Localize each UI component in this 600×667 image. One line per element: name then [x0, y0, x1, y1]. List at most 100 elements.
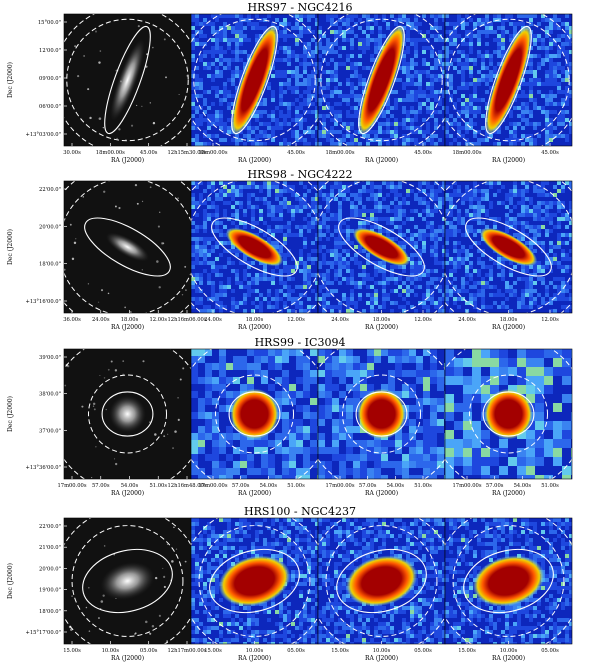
noise-pixel: [322, 181, 326, 185]
noise-pixel: [481, 122, 485, 126]
noise-pixel: [239, 265, 243, 269]
noise-pixel: [326, 86, 330, 90]
noise-pixel: [295, 126, 299, 130]
noise-pixel: [207, 301, 211, 305]
noise-pixel: [402, 229, 406, 233]
noise-pixel: [239, 54, 243, 58]
noise-pixel: [299, 265, 303, 269]
noise-pixel: [434, 229, 438, 233]
noise-pixel: [485, 38, 489, 42]
noise-pixel: [366, 213, 370, 217]
noise-pixel: [565, 46, 569, 50]
noise-pixel: [350, 74, 354, 78]
noise-pixel: [398, 189, 402, 193]
noise-pixel: [227, 118, 231, 122]
noise-pixel: [251, 22, 255, 26]
noise-pixel: [291, 74, 295, 78]
noise-pixel: [434, 189, 438, 193]
noise-pixel: [279, 142, 283, 146]
noise-pixel: [453, 22, 457, 26]
noise-pixel: [251, 301, 255, 305]
noise-pixel: [465, 106, 469, 110]
noise-pixel: [227, 257, 231, 261]
noise-pixel: [374, 217, 378, 221]
noise-pixel: [521, 130, 525, 134]
noise-pixel: [402, 98, 406, 102]
noise-pixel: [561, 34, 565, 38]
noise-pixel: [275, 138, 279, 142]
noise-pixel: [199, 86, 203, 90]
noise-pixel: [469, 90, 473, 94]
noise-pixel: [223, 98, 227, 102]
noise-pixel: [279, 102, 283, 106]
noise-pixel: [291, 22, 295, 26]
noise-pixel: [271, 225, 275, 229]
noise-pixel: [239, 201, 243, 205]
noise-pixel: [287, 78, 291, 82]
noise-pixel: [207, 285, 211, 289]
noise-pixel: [418, 86, 422, 90]
noise-pixel: [469, 114, 473, 118]
noise-pixel: [561, 62, 565, 66]
noise-pixel: [418, 193, 422, 197]
noise-pixel: [465, 126, 469, 130]
noise-pixel: [354, 209, 358, 213]
noise-pixel: [295, 305, 299, 309]
noise-pixel: [279, 229, 283, 233]
noise-pixel: [334, 249, 338, 253]
noise-pixel: [398, 213, 402, 217]
noise-pixel: [418, 229, 422, 233]
noise-pixel: [247, 273, 251, 277]
noise-pixel: [414, 241, 418, 245]
noise-pixel: [219, 261, 223, 265]
noise-pixel: [509, 126, 513, 130]
noise-pixel: [513, 30, 517, 34]
noise-pixel: [386, 197, 390, 201]
noise-pixel: [267, 130, 271, 134]
noise-pixel: [199, 281, 203, 285]
noise-pixel: [565, 50, 569, 54]
noise-pixel: [223, 189, 227, 193]
noise-pixel: [195, 130, 199, 134]
noise-pixel: [406, 229, 410, 233]
star: [152, 47, 154, 49]
noise-pixel: [461, 54, 465, 58]
noise-pixel: [259, 193, 263, 197]
noise-pixel: [445, 110, 449, 114]
noise-pixel: [390, 122, 394, 126]
noise-pixel: [247, 42, 251, 46]
noise-pixel: [569, 142, 573, 146]
noise-pixel: [199, 209, 203, 213]
noise-pixel: [406, 217, 410, 221]
noise-pixel: [374, 46, 378, 50]
noise-pixel: [326, 18, 330, 22]
noise-pixel: [311, 102, 315, 106]
noise-pixel: [493, 14, 497, 18]
noise-pixel: [326, 22, 330, 26]
noise-pixel: [422, 102, 426, 106]
noise-pixel: [402, 58, 406, 62]
noise-pixel: [326, 237, 330, 241]
noise-pixel: [219, 46, 223, 50]
noise-pixel: [275, 289, 279, 293]
noise-pixel: [434, 18, 438, 22]
noise-pixel: [553, 94, 557, 98]
noise-pixel: [303, 86, 307, 90]
noise-pixel: [203, 229, 207, 233]
noise-pixel: [243, 142, 247, 146]
noise-pixel: [318, 126, 322, 130]
noise-pixel: [291, 269, 295, 273]
noise-pixel: [533, 18, 537, 22]
noise-pixel: [533, 90, 537, 94]
noise-pixel: [370, 130, 374, 134]
noise-pixel: [410, 82, 414, 86]
noise-pixel: [203, 245, 207, 249]
noise-pixel: [469, 62, 473, 66]
noise-pixel: [311, 74, 315, 78]
noise-pixel: [259, 185, 263, 189]
noise-pixel: [358, 46, 362, 50]
noise-pixel: [263, 181, 267, 185]
noise-pixel: [283, 297, 287, 301]
noise-pixel: [557, 14, 561, 18]
noise-pixel: [350, 102, 354, 106]
